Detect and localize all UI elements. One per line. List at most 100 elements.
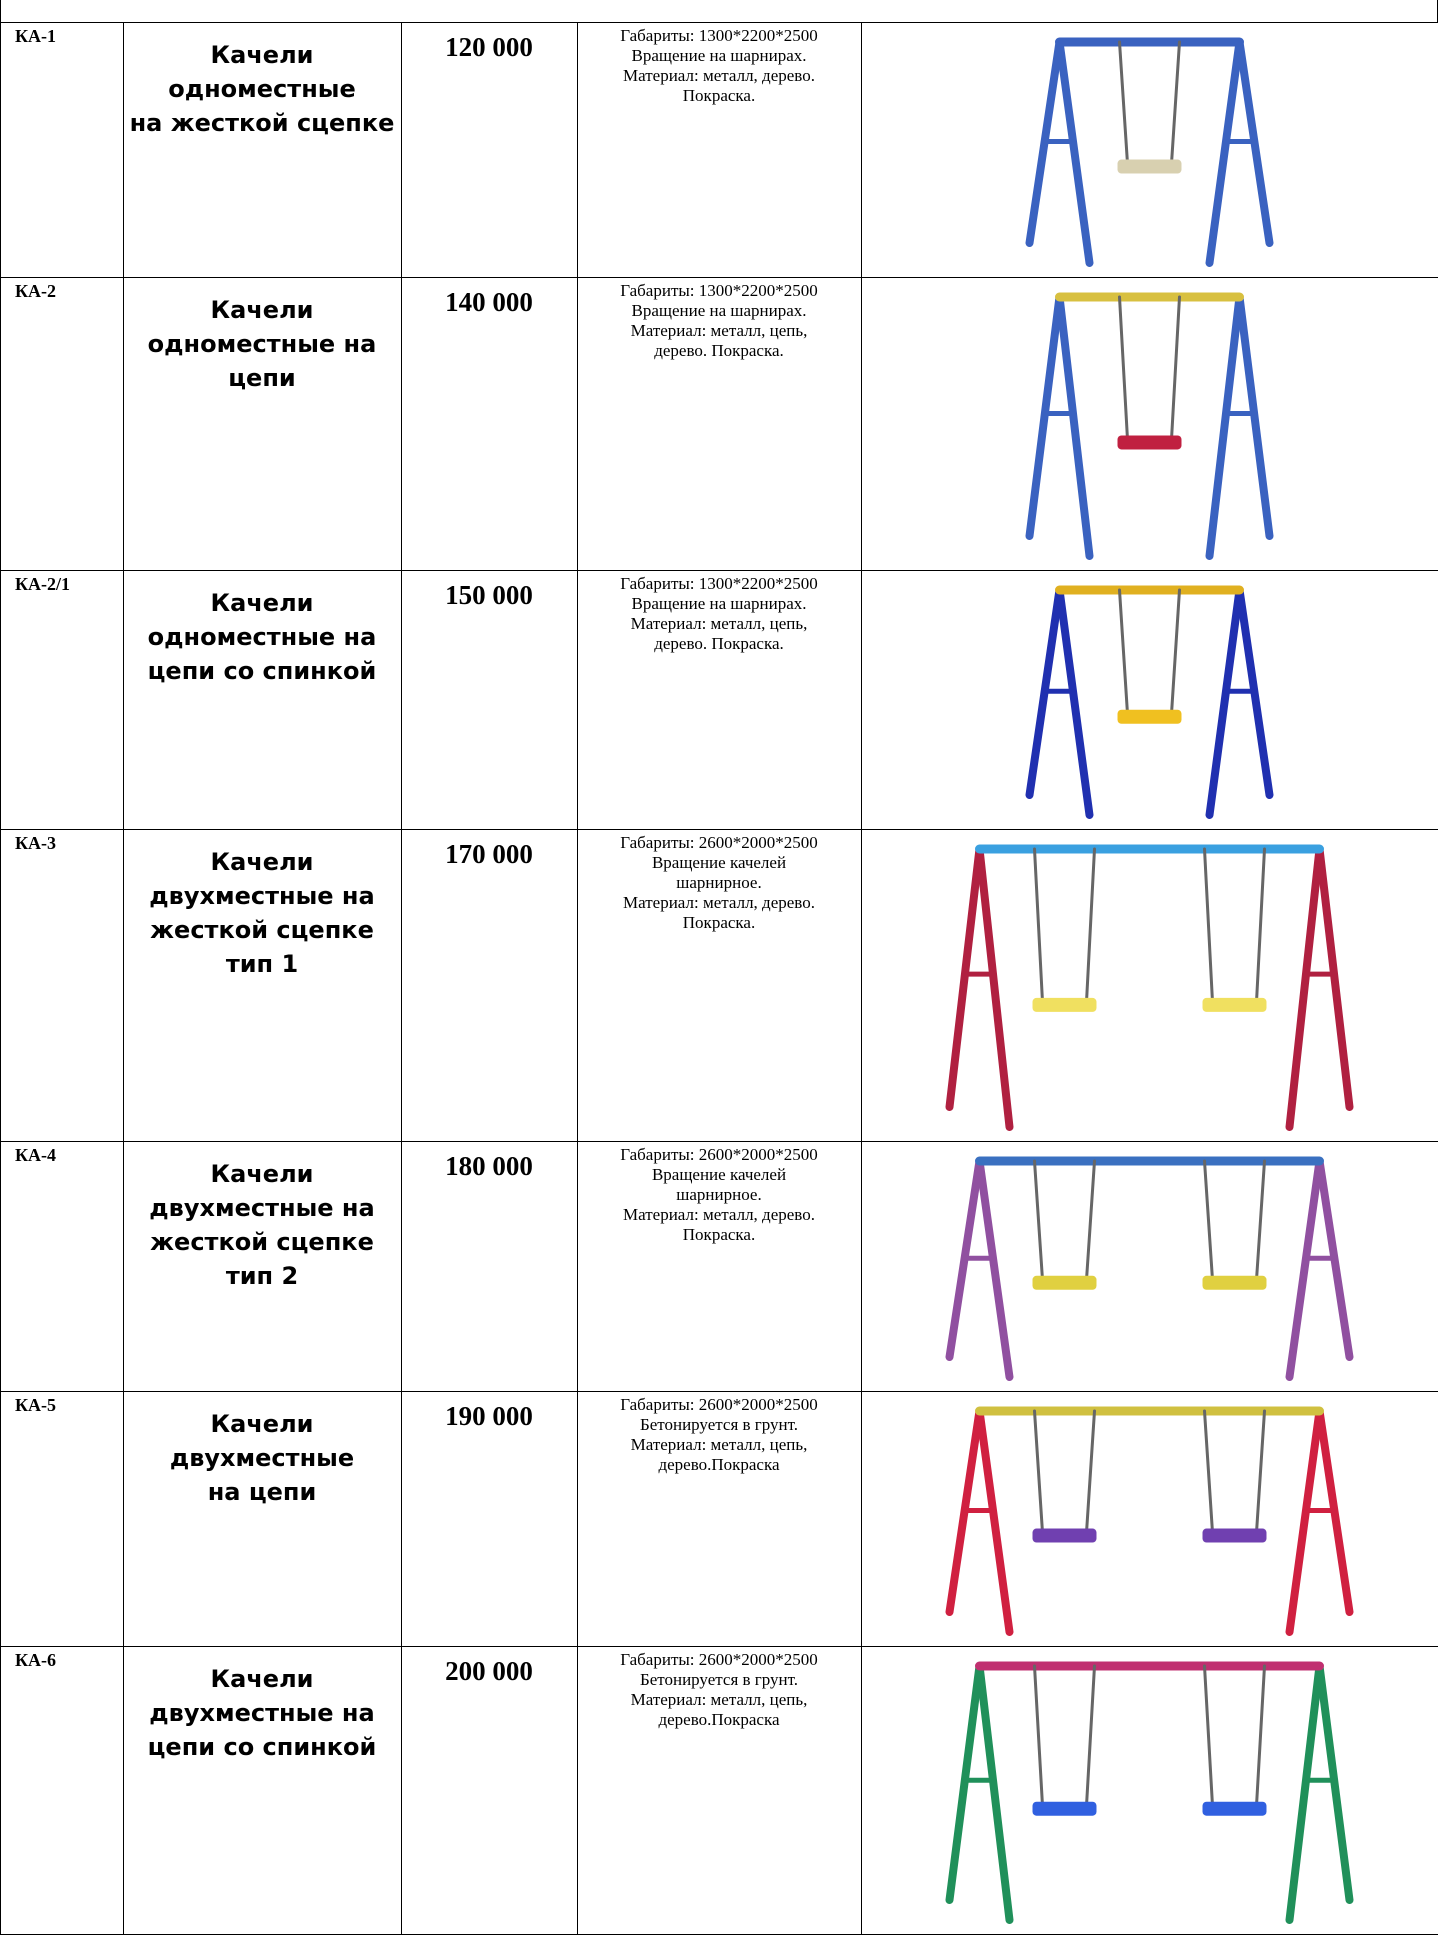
swing-part bbox=[1055, 586, 1094, 819]
swing-part bbox=[1285, 1662, 1324, 1924]
description-line: Вращение качелей bbox=[651, 1165, 787, 1184]
swing-part bbox=[1032, 997, 1097, 1012]
name-line: жесткой сцепке bbox=[150, 1228, 374, 1256]
swing-part bbox=[1118, 588, 1129, 716]
item-code: КА-3 bbox=[0, 829, 124, 1142]
swing-part bbox=[1025, 586, 1064, 799]
name-line: цепи со спинкой bbox=[147, 657, 377, 685]
item-description: Габариты: 1300*2200*2500 Вращение на шарн… bbox=[577, 277, 862, 571]
swing-part bbox=[1255, 1159, 1266, 1282]
name-line: одноместные bbox=[168, 75, 356, 103]
swing-part bbox=[945, 1662, 984, 1904]
swing-part bbox=[1032, 1801, 1097, 1816]
swing-picture bbox=[1025, 292, 1274, 560]
swing-part bbox=[1315, 1662, 1354, 1904]
item-name: Качели двухместные на цепи bbox=[123, 1391, 402, 1647]
swing-part bbox=[1315, 1157, 1354, 1361]
item-code: КА-1 bbox=[0, 22, 124, 278]
swing-part bbox=[1202, 1801, 1267, 1816]
swing-part bbox=[1032, 1528, 1097, 1543]
item-code: КА-5 bbox=[0, 1391, 124, 1647]
swing-part bbox=[975, 1407, 1014, 1636]
swing-part bbox=[1203, 1409, 1214, 1535]
swing-picture bbox=[1025, 585, 1274, 819]
description-line: Покраска. bbox=[682, 1225, 756, 1244]
swing-part bbox=[1117, 159, 1182, 174]
item-name: Качели одноместные на жесткой сцепке bbox=[123, 22, 402, 278]
description-line: шарнирное. bbox=[676, 873, 762, 892]
item-code: КА-4 bbox=[0, 1141, 124, 1392]
item-image bbox=[861, 829, 1438, 1142]
item-description: Габариты: 2600*2000*2500 Бетонируется в г… bbox=[577, 1646, 862, 1935]
description-line: Материал: металл, цепь, bbox=[630, 614, 808, 633]
description-line: Габариты: 2600*2000*2500 bbox=[620, 1395, 818, 1414]
swing-part bbox=[1315, 1407, 1354, 1616]
swing-part bbox=[1205, 293, 1244, 560]
swing-part bbox=[1315, 845, 1354, 1111]
swing-part bbox=[1285, 1407, 1324, 1636]
swing-part bbox=[945, 845, 984, 1111]
swing-part bbox=[1170, 588, 1181, 716]
item-price: 140 000 bbox=[401, 277, 578, 571]
swing-part bbox=[1255, 847, 1266, 1004]
swing-picture bbox=[945, 1406, 1354, 1636]
description-line: Материал: металл, цепь, bbox=[630, 1690, 808, 1709]
name-line: на цепи bbox=[207, 1478, 317, 1506]
name-line: одноместные на bbox=[147, 330, 377, 358]
item-description: Габариты: 1300*2200*2500 Вращение на шарн… bbox=[577, 570, 862, 830]
item-image bbox=[861, 1391, 1438, 1647]
swing-part bbox=[1202, 1528, 1267, 1543]
swing-part bbox=[1235, 293, 1274, 540]
description-line: дерево.Покраска bbox=[658, 1455, 780, 1474]
item-price: 200 000 bbox=[401, 1646, 578, 1935]
item-description: Габариты: 2600*2000*2500 Вращение качелей… bbox=[577, 1141, 862, 1392]
description-line: Габариты: 1300*2200*2500 bbox=[620, 281, 818, 300]
swing-part bbox=[1033, 847, 1044, 1004]
swing-part bbox=[1055, 293, 1094, 560]
item-name: Качели одноместные на цепи bbox=[123, 277, 402, 571]
item-name: Качели двухместные на цепи со спинкой bbox=[123, 1646, 402, 1935]
description-line: шарнирное. bbox=[676, 1185, 762, 1204]
swing-picture bbox=[945, 1156, 1354, 1381]
swing-part bbox=[1033, 1664, 1044, 1808]
table-top-row bbox=[0, 0, 1438, 23]
swing-part bbox=[1235, 586, 1274, 799]
swing-part bbox=[975, 1157, 1014, 1381]
name-line: Качели bbox=[210, 1410, 314, 1438]
swing-part bbox=[1117, 435, 1182, 450]
swing-part bbox=[1285, 845, 1324, 1131]
swing-part bbox=[1235, 38, 1274, 247]
description-line: Габариты: 1300*2200*2500 bbox=[620, 574, 818, 593]
swing-part bbox=[1118, 40, 1129, 166]
name-line: тип 1 bbox=[225, 950, 299, 978]
item-description: Габариты: 1300*2200*2500 Вращение на шарн… bbox=[577, 22, 862, 278]
description-line: Покраска. bbox=[682, 86, 756, 105]
item-name: Качели одноместные на цепи со спинкой bbox=[123, 570, 402, 830]
swing-part bbox=[1117, 709, 1182, 724]
swing-part bbox=[1033, 1409, 1044, 1535]
swing-part bbox=[1025, 293, 1064, 540]
swing-part bbox=[1170, 295, 1181, 441]
swing-part bbox=[1203, 1159, 1214, 1282]
swing-part bbox=[1255, 1409, 1266, 1535]
description-line: Материал: металл, дерево. bbox=[623, 893, 815, 912]
swing-part bbox=[1085, 1664, 1096, 1808]
swing-part bbox=[945, 1157, 984, 1361]
description-line: Габариты: 2600*2000*2500 bbox=[620, 833, 818, 852]
description-line: Вращение на шарнирах. bbox=[631, 46, 807, 65]
swing-picture bbox=[1025, 37, 1274, 267]
item-code: КА-6 bbox=[0, 1646, 124, 1935]
name-line: Качели bbox=[210, 848, 314, 876]
description-line: дерево. Покраска. bbox=[654, 634, 784, 653]
item-price: 190 000 bbox=[401, 1391, 578, 1647]
item-description: Габариты: 2600*2000*2500 Бетонируется в г… bbox=[577, 1391, 862, 1647]
swing-picture bbox=[945, 844, 1354, 1131]
name-line: Качели bbox=[210, 589, 314, 617]
name-line: цепи со спинкой bbox=[147, 1733, 377, 1761]
description-line: Покраска. bbox=[682, 913, 756, 932]
swing-part bbox=[975, 1662, 1014, 1924]
name-line: на жесткой сцепке bbox=[129, 109, 395, 137]
swing-part bbox=[1285, 1157, 1324, 1381]
swing-part bbox=[1085, 847, 1096, 1004]
swing-part bbox=[975, 845, 1014, 1131]
